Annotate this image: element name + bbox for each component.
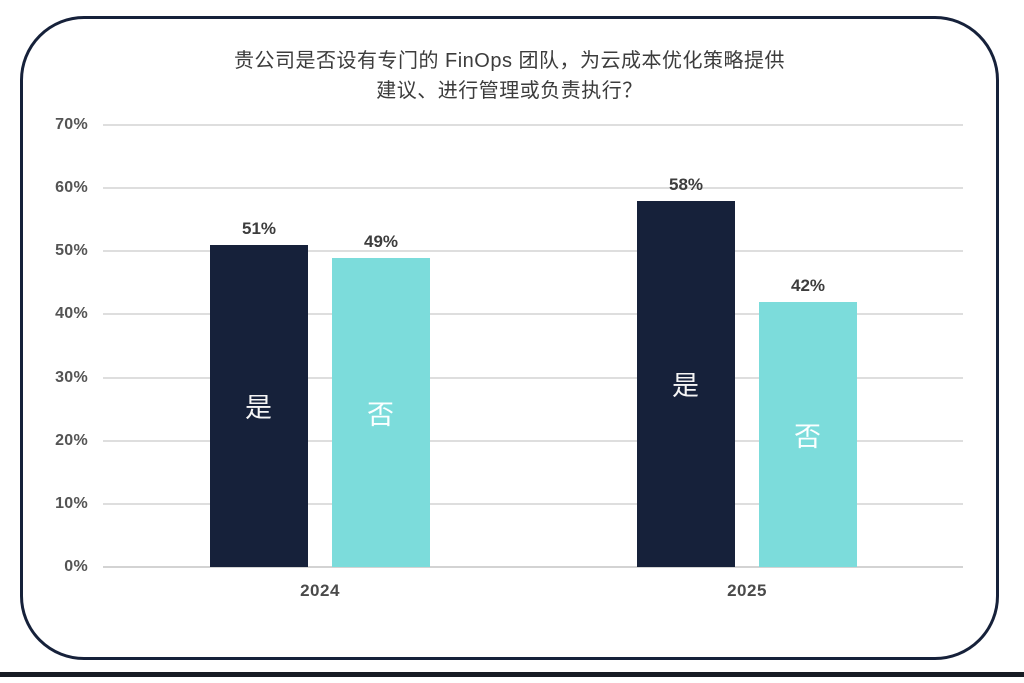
- bar-series-label-2024-是: 是: [245, 393, 273, 424]
- value-label-2025-是: 58%: [668, 174, 704, 194]
- y-tick-label-40%: 40%: [55, 305, 88, 323]
- gridline-20%: [103, 439, 963, 442]
- y-tick-label-50%: 50%: [55, 242, 88, 260]
- bar-series-label-2025-是: 是: [672, 371, 700, 402]
- image-bottom-edge-line: [0, 672, 1024, 677]
- bar-series-label-2025-否: 否: [794, 421, 822, 452]
- x-tick-label-2024: 2024: [300, 581, 340, 600]
- value-label-2024-否: 49%: [363, 231, 399, 251]
- bar-2025-是: 是: [637, 200, 735, 567]
- value-label-2025-否: 42%: [790, 275, 826, 295]
- gridline-40%: [103, 313, 963, 316]
- chart-title-line-1: 贵公司是否设有专门的 FinOps 团队，为云成本优化策略提供: [233, 50, 786, 72]
- y-tick-label-70%: 70%: [55, 116, 88, 133]
- gridline-50%: [103, 250, 963, 253]
- y-tick-label-20%: 20%: [55, 431, 88, 449]
- gridline-30%: [103, 376, 963, 379]
- bar-2025-否: 否: [759, 301, 857, 567]
- gridline-60%: [103, 187, 963, 190]
- y-tick-label-0%: 0%: [64, 558, 88, 575]
- bar-2024-否: 否: [332, 257, 430, 567]
- y-tick-label-30%: 30%: [55, 368, 88, 386]
- y-tick-label-60%: 60%: [55, 179, 88, 197]
- value-label-2024-是: 51%: [241, 218, 277, 238]
- bar-2024-是: 是: [210, 244, 308, 567]
- gridline-10%: [103, 502, 963, 505]
- gridline-70%: [103, 124, 963, 126]
- x-axis-line: [103, 566, 963, 568]
- chart-title-line-2: 建议、进行管理或负责执行？: [376, 80, 643, 102]
- bar-series-label-2024-否: 否: [367, 399, 395, 430]
- x-tick-label-2025: 2025: [727, 581, 767, 600]
- y-tick-label-10%: 10%: [55, 494, 88, 512]
- chart-frame: [20, 16, 999, 660]
- chart-title: 贵公司是否设有专门的 FinOps 团队，为云成本优化策略提供 建议、进行管理或…: [20, 46, 999, 106]
